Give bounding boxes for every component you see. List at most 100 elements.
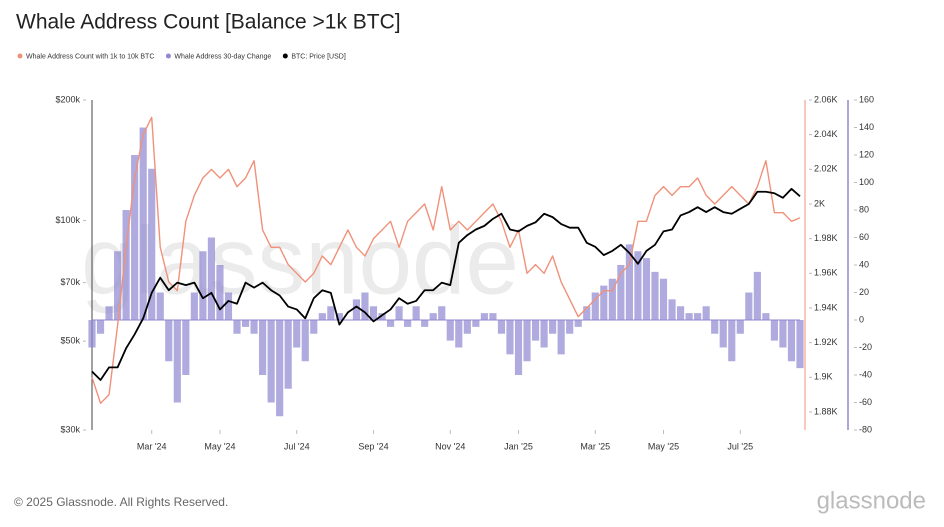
change-bar bbox=[753, 271, 761, 320]
change-bar bbox=[88, 320, 96, 348]
change-bar bbox=[566, 320, 574, 334]
legend-label: Whale Address Count with 1k to 10k BTC bbox=[26, 53, 154, 60]
change-bar bbox=[404, 320, 412, 327]
change-bar bbox=[173, 320, 181, 403]
change-bar bbox=[668, 299, 676, 320]
change-bar bbox=[642, 258, 651, 320]
y3ticks-label: 120 bbox=[859, 149, 874, 159]
change-bar bbox=[608, 278, 616, 320]
change-bar bbox=[335, 313, 343, 320]
change-bar bbox=[480, 313, 488, 320]
yticks-label: $200k bbox=[55, 94, 80, 104]
y3ticks-label: -60 bbox=[859, 397, 872, 407]
legend-marker bbox=[17, 53, 23, 59]
y2ticks-label: 1.94K bbox=[814, 302, 838, 312]
chart-title: Whale Address Count [Balance >1k BTC] bbox=[16, 11, 401, 34]
y3ticks-label: 60 bbox=[859, 232, 869, 242]
change-bar bbox=[318, 313, 326, 320]
change-bar bbox=[736, 320, 744, 334]
change-bar bbox=[625, 244, 633, 320]
y2ticks-label: 2K bbox=[814, 198, 825, 208]
x-tick-label: Jul '25 bbox=[727, 441, 753, 451]
change-bar bbox=[531, 320, 540, 341]
y2ticks-label: 1.98K bbox=[814, 233, 838, 243]
change-bar bbox=[583, 306, 591, 320]
change-bar bbox=[762, 313, 770, 320]
change-bar bbox=[122, 210, 130, 320]
legend: Whale Address Count with 1k to 10k BTC Wh… bbox=[17, 53, 346, 60]
yticks-label: $100k bbox=[55, 215, 80, 225]
x-tick-label: Mar '24 bbox=[137, 441, 167, 451]
change-bar bbox=[284, 320, 292, 389]
change-bar bbox=[745, 292, 753, 320]
change-bar bbox=[787, 320, 796, 362]
change-bar bbox=[429, 313, 437, 320]
change-bar bbox=[241, 320, 250, 327]
change-bar bbox=[463, 320, 471, 334]
change-bar bbox=[651, 271, 659, 320]
yticks-label: $50k bbox=[60, 336, 80, 346]
change-bar bbox=[514, 320, 523, 375]
x-tick-label: Mar '25 bbox=[580, 441, 610, 451]
change-bar bbox=[719, 320, 727, 348]
legend-marker bbox=[282, 53, 288, 59]
change-bar bbox=[301, 320, 309, 362]
y3ticks-label: -80 bbox=[859, 424, 872, 434]
change-bar bbox=[139, 127, 147, 320]
change-bar bbox=[489, 313, 497, 320]
change-bar bbox=[276, 320, 284, 417]
x-tick-label: Jan '25 bbox=[504, 441, 533, 451]
change-bar bbox=[421, 320, 429, 327]
x-tick-label: Sep '24 bbox=[358, 441, 388, 451]
change-bar bbox=[224, 292, 233, 320]
series-line bbox=[91, 116, 801, 405]
change-bar bbox=[259, 320, 267, 375]
change-bar bbox=[728, 320, 736, 362]
change-bar bbox=[386, 320, 395, 327]
y3ticks-label: 80 bbox=[859, 204, 869, 214]
change-bar bbox=[156, 292, 164, 320]
change-bar bbox=[131, 155, 139, 320]
logo: glassnode bbox=[817, 487, 926, 514]
change-bar bbox=[796, 320, 804, 369]
change-bar bbox=[540, 320, 548, 348]
change-bar bbox=[702, 306, 710, 320]
y3ticks-label: 20 bbox=[859, 287, 869, 297]
series-line bbox=[91, 187, 801, 381]
y2ticks-label: 1.96K bbox=[814, 268, 838, 278]
y2ticks-label: 2.06K bbox=[814, 94, 838, 104]
change-bar bbox=[506, 320, 514, 355]
x-tick-label: May '24 bbox=[204, 441, 235, 451]
change-bar bbox=[369, 306, 378, 320]
yticks-label: $30k bbox=[60, 424, 80, 434]
change-bar bbox=[96, 320, 105, 334]
y3ticks-label: 100 bbox=[859, 177, 874, 187]
change-bar bbox=[352, 299, 361, 320]
y3ticks-label: 0 bbox=[859, 314, 864, 324]
change-bar bbox=[165, 320, 173, 362]
legend-label: Whale Address 30-day Change bbox=[174, 53, 271, 60]
change-bar bbox=[250, 320, 258, 334]
change-bar bbox=[438, 306, 446, 320]
y2ticks-label: 2.02K bbox=[814, 164, 838, 174]
y3ticks-label: -20 bbox=[859, 342, 872, 352]
change-bar bbox=[472, 320, 480, 327]
change-bar bbox=[779, 320, 787, 348]
change-bar bbox=[523, 320, 531, 362]
y3ticks-label: -40 bbox=[859, 369, 872, 379]
change-bar bbox=[497, 320, 506, 334]
legend-label: BTC: Price [USD] bbox=[291, 53, 346, 60]
change-bar bbox=[711, 320, 719, 334]
change-bar bbox=[659, 278, 668, 320]
y3ticks-label: 40 bbox=[859, 259, 869, 269]
change-bar bbox=[770, 320, 778, 341]
change-bar bbox=[267, 320, 275, 403]
change-bar bbox=[694, 313, 702, 320]
watermark: glassnode bbox=[81, 207, 519, 314]
change-bar bbox=[574, 320, 582, 327]
x-tick-label: May '25 bbox=[648, 441, 679, 451]
change-bar bbox=[190, 292, 198, 320]
change-bar bbox=[395, 306, 403, 320]
change-bar bbox=[105, 306, 113, 320]
